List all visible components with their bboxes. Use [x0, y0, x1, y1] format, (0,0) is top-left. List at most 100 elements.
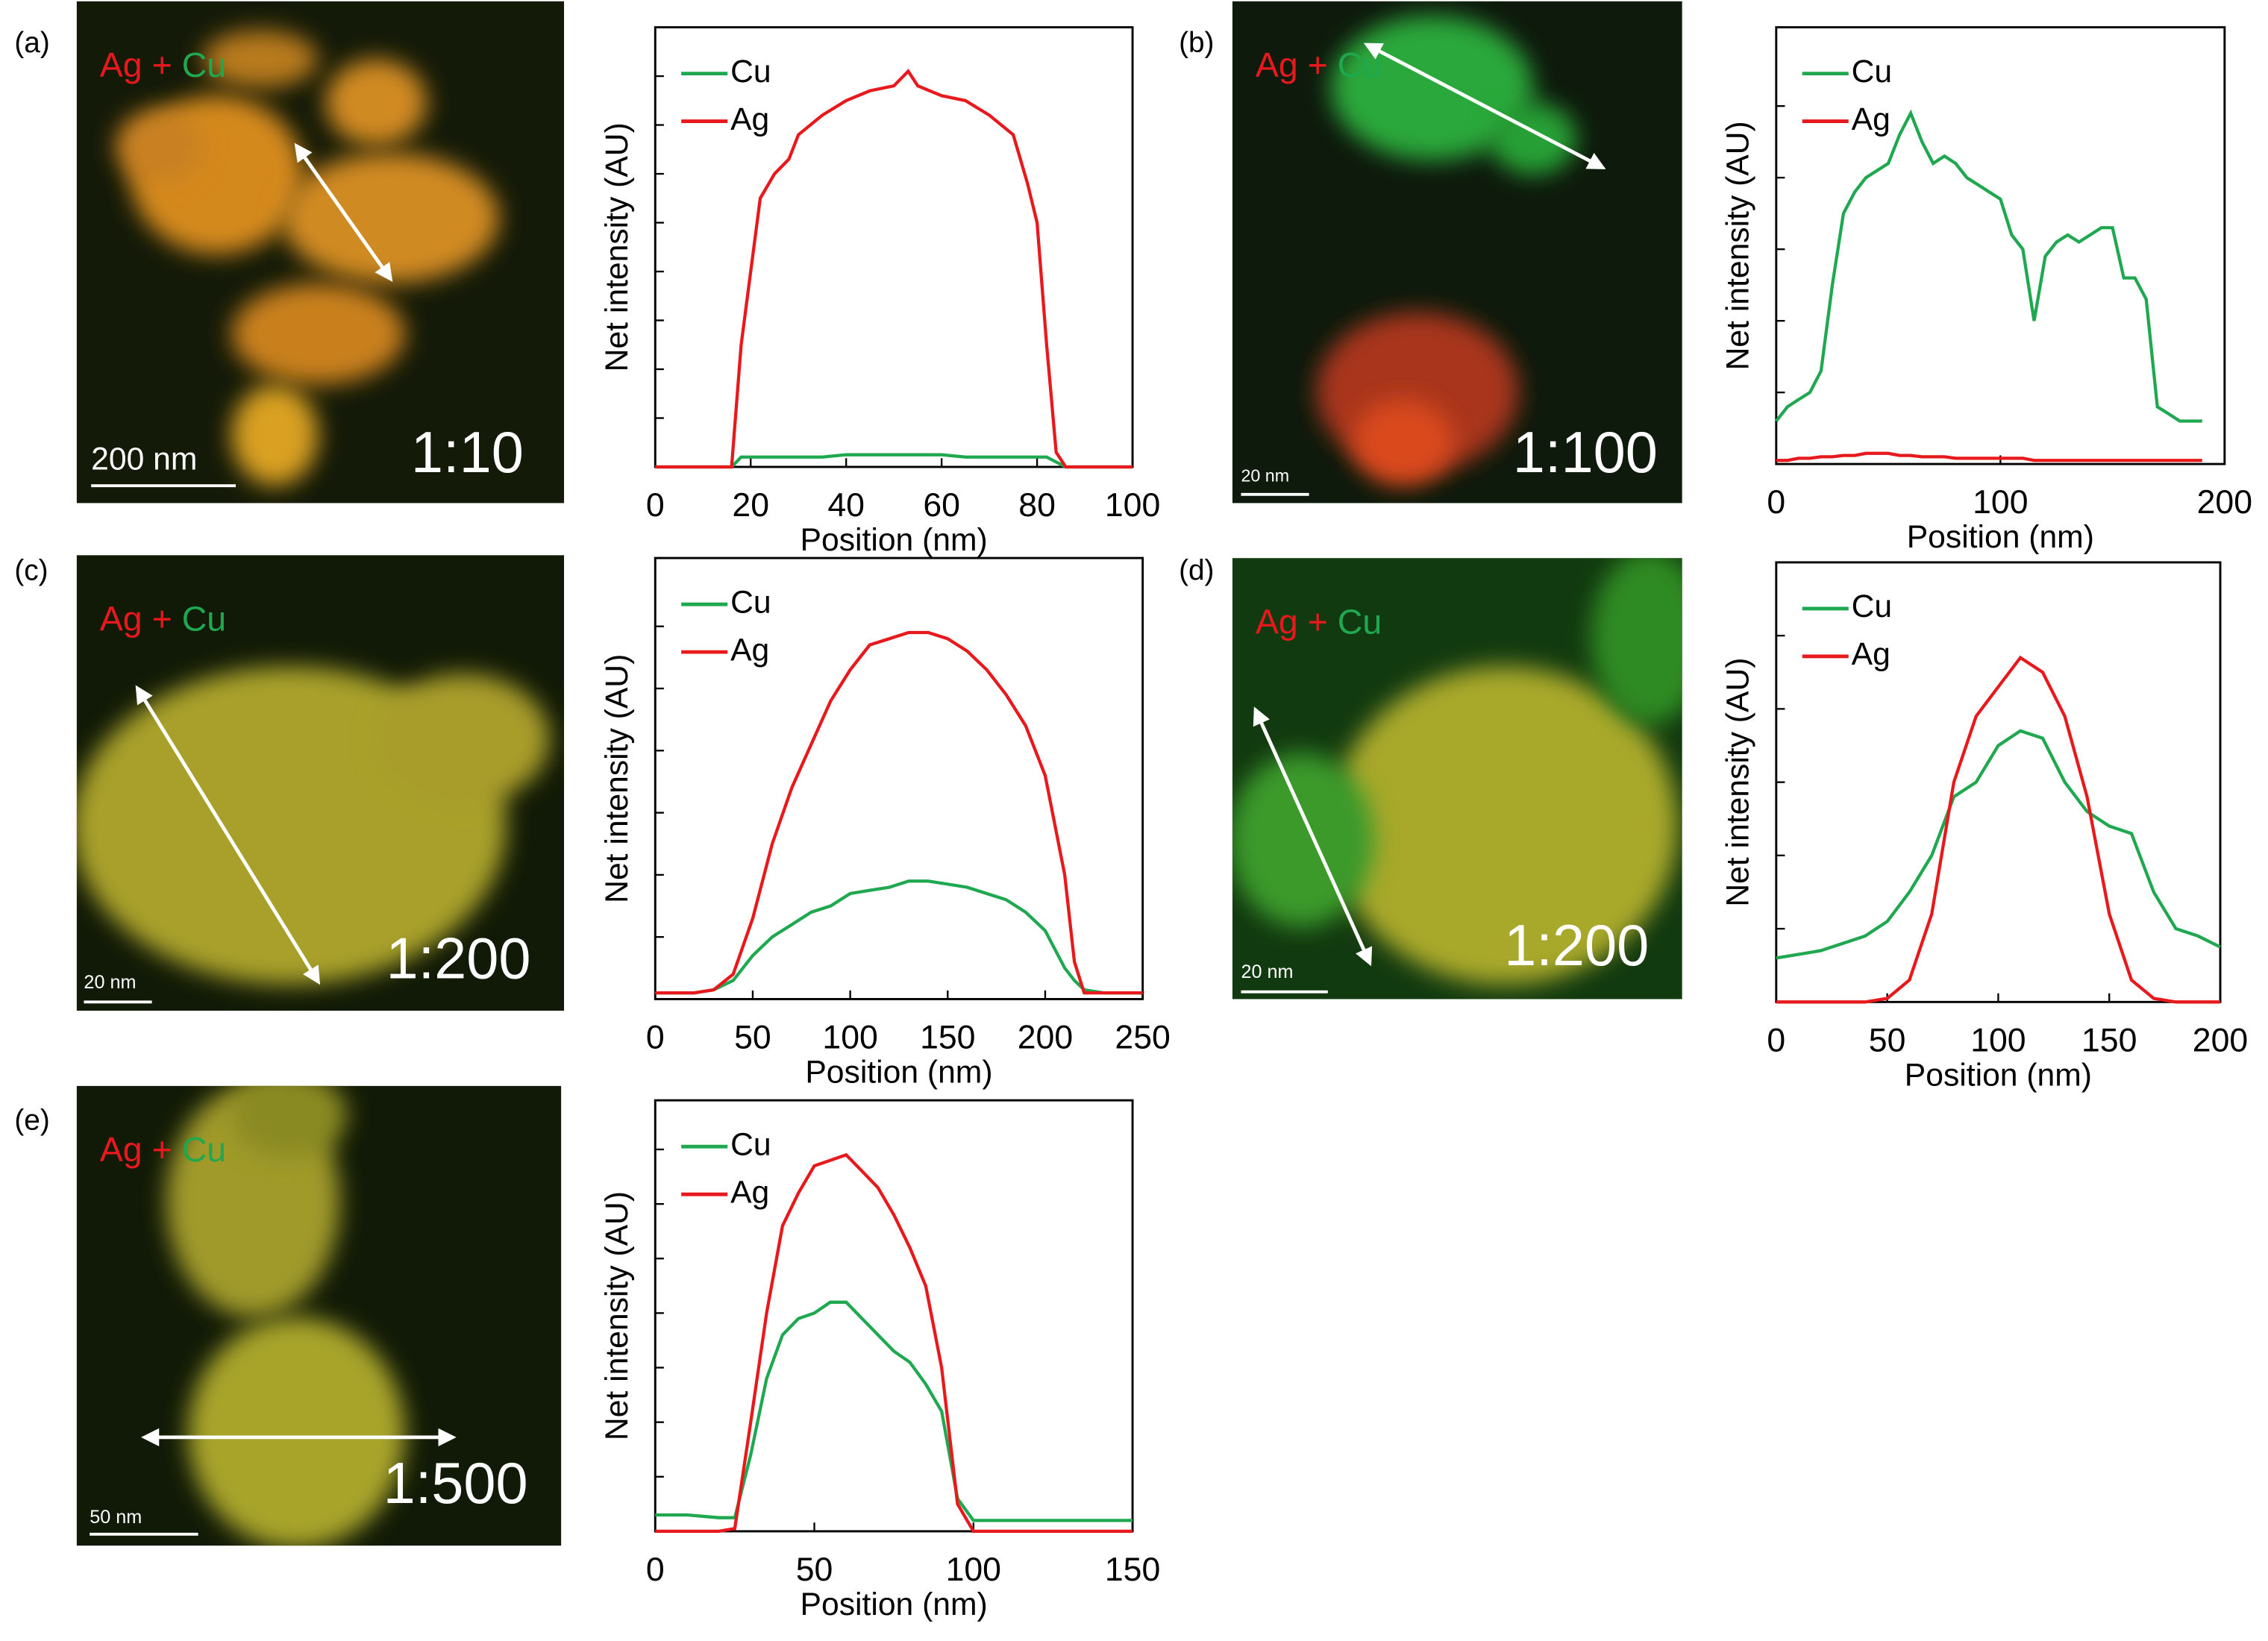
ratio-label: 1:500: [383, 1452, 528, 1516]
y-axis-label: Net intensity (AU): [1720, 121, 1756, 370]
x-tick-label: 40: [827, 487, 865, 524]
x-tick-label: 60: [923, 487, 960, 524]
particle: [1591, 558, 1682, 725]
legend-label: Ag: [1852, 101, 1890, 137]
particle: [188, 1317, 405, 1546]
micrograph: [76, 555, 565, 1011]
legend-label: Cu: [1852, 589, 1893, 624]
panel: (d) Ag + Cu 20 nm 1:200 0 50 100 150 200 Position…: [1179, 555, 2248, 1094]
scale-bar-label: 20 nm: [1241, 961, 1293, 982]
y-axis-label: Net intensity (AU): [1720, 658, 1756, 907]
plot-frame: [654, 1099, 1134, 1533]
x-axis-label: Position (nm): [1905, 1057, 2092, 1093]
x-tick-label: 0: [646, 487, 665, 524]
particle: [231, 283, 405, 385]
map-label-part: Cu: [182, 600, 226, 638]
particle: [116, 110, 203, 183]
map-label-part: +: [152, 46, 172, 84]
x-axis-label: Position (nm): [801, 522, 988, 558]
ratio-label: 1:10: [411, 421, 524, 485]
x-tick-label: 150: [2081, 1022, 2137, 1058]
particle: [202, 30, 319, 89]
particle: [325, 59, 427, 146]
x-tick-label: 100: [1105, 487, 1160, 524]
map-label: Ag + Cu: [1256, 603, 1382, 641]
x-tick-label: 0: [646, 1551, 665, 1588]
scale-bar-label: 200 nm: [91, 441, 197, 477]
panel: (c) Ag + Cu 20 nm 1:200 0 50 100 150 200 250 Posit…: [14, 555, 1170, 1091]
x-tick-label: 20: [732, 487, 769, 524]
map-label: Ag + Cu: [100, 1130, 226, 1169]
map-label: Ag + Cu: [1256, 46, 1382, 84]
x-tick-label: 200: [2197, 484, 2252, 521]
x-tick-label: 150: [1105, 1551, 1160, 1588]
data-line: [1776, 655, 2221, 1004]
micrograph: [76, 1085, 562, 1546]
panel: (b) Ag + Cu 20 nm 1:100 0 100 200 Position (nm)…: [1179, 1, 2252, 555]
map-label-part: Cu: [182, 46, 226, 84]
map-label-part: Ag: [1256, 603, 1298, 641]
particle: [1352, 398, 1454, 486]
scale-bar-label: 50 nm: [90, 1507, 142, 1528]
ratio-label: 1:100: [1513, 421, 1658, 485]
x-tick-label: 50: [1869, 1022, 1906, 1058]
panel-label: (e): [14, 1104, 49, 1136]
map-label-part: +: [1308, 603, 1328, 641]
map-label-part: +: [1308, 46, 1328, 84]
scale-bar-label: 20 nm: [84, 972, 136, 993]
data-line: [655, 630, 1143, 995]
legend-label: Cu: [730, 584, 771, 620]
panel-label: (b): [1179, 27, 1214, 59]
y-axis-label: Net intensity (AU): [599, 1191, 635, 1440]
data-line: [1776, 451, 2202, 462]
x-tick-label: 100: [946, 1551, 1001, 1588]
plot-frame: [654, 556, 1144, 1000]
map-label: Ag + Cu: [100, 46, 226, 84]
x-axis-label: Position (nm): [801, 1587, 988, 1622]
panel-label: (c): [14, 555, 48, 587]
data-line: [1776, 729, 2221, 960]
scan-arrow: [1253, 706, 1373, 967]
legend-label: Ag: [1852, 636, 1890, 672]
particle: [1330, 666, 1678, 985]
particle: [376, 674, 550, 804]
plot-frame: [654, 26, 1134, 468]
micrograph: [1232, 1, 1682, 503]
map-label-part: +: [152, 1130, 172, 1169]
map-label-part: Ag: [1256, 46, 1298, 84]
x-tick-label: 0: [1767, 1022, 1785, 1058]
scan-arrow: [135, 685, 321, 985]
map-label-part: Cu: [1338, 603, 1382, 641]
legend-label: Ag: [730, 632, 769, 668]
x-tick-label: 0: [1767, 484, 1785, 521]
map-label-part: Cu: [1338, 46, 1382, 84]
particle: [1232, 753, 1374, 927]
legend-label: Ag: [730, 101, 769, 137]
map-label-part: Cu: [182, 1130, 226, 1169]
data-line: [655, 1152, 1133, 1534]
panel: (a) Ag + Cu 200 nm 1:10 0 20 40 60 80 100 Position…: [14, 1, 1160, 558]
x-tick-label: 250: [1115, 1020, 1170, 1056]
legend-label: Cu: [730, 54, 771, 90]
legend-label: Cu: [1852, 54, 1893, 90]
micrograph: [76, 1, 565, 503]
map-label-part: Ag: [100, 600, 142, 638]
scale-bar-label: 20 nm: [1241, 466, 1289, 486]
ratio-label: 1:200: [386, 926, 530, 991]
data-line: [655, 1300, 1133, 1522]
map-label-part: +: [152, 600, 172, 638]
data-line: [655, 453, 1133, 469]
panel: (e) Ag + Cu 50 nm 1:500 0 50 100 150 Position (n…: [14, 1085, 1160, 1622]
legend-label: Ag: [730, 1174, 769, 1210]
x-tick-label: 100: [822, 1020, 877, 1056]
x-tick-label: 200: [1018, 1020, 1073, 1056]
panel-label: (d): [1179, 555, 1214, 587]
panel-label: (a): [14, 27, 49, 59]
x-tick-label: 150: [920, 1020, 975, 1056]
x-tick-label: 80: [1018, 487, 1056, 524]
y-axis-label: Net intensity (AU): [599, 122, 635, 371]
map-label-part: Ag: [100, 1130, 142, 1169]
x-tick-label: 50: [734, 1020, 771, 1056]
